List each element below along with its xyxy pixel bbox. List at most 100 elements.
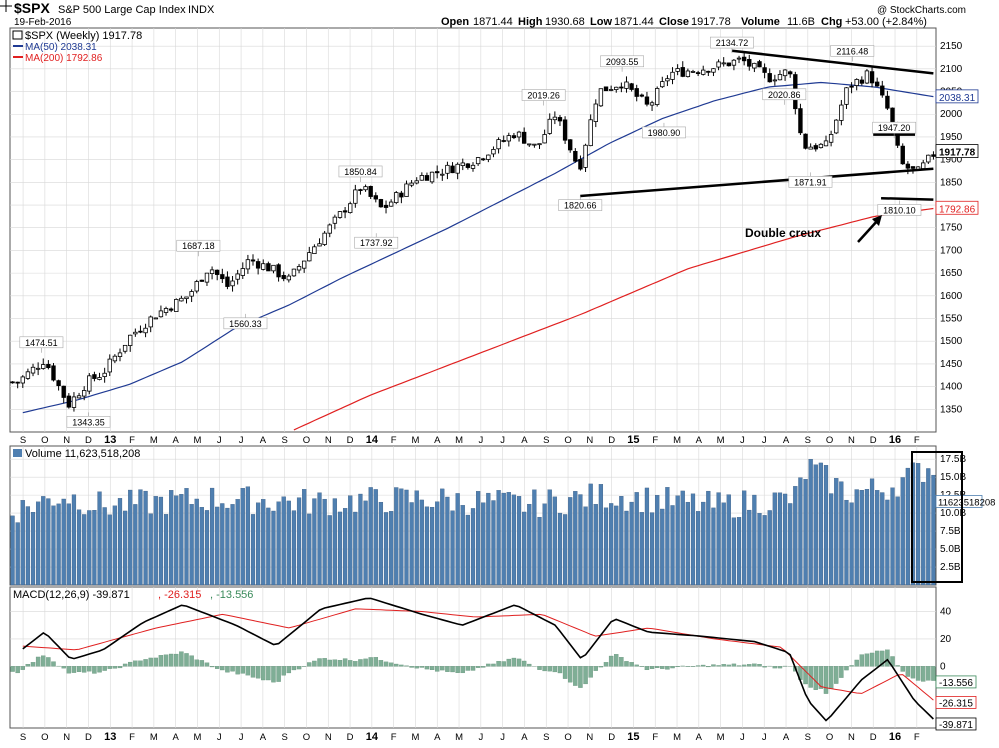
- volume-bar: [189, 504, 194, 586]
- x-tick-label: J: [478, 732, 483, 743]
- x-tick-label: M: [194, 435, 202, 446]
- volume-bar: [701, 501, 706, 586]
- candle-body: [235, 273, 240, 280]
- candle-body: [926, 154, 931, 163]
- volume-bar: [363, 500, 368, 586]
- candle-body: [532, 143, 537, 146]
- volume-bar: [429, 506, 435, 586]
- macd-hist-bar: [706, 666, 711, 668]
- candle-body: [460, 162, 465, 166]
- ma50-line: [22, 81, 934, 414]
- candle-body: [874, 81, 880, 87]
- candle-body: [429, 171, 435, 183]
- macd-hist-bar: [10, 666, 15, 672]
- macd-hist-bar: [874, 650, 880, 667]
- price-tick-label: 2000: [940, 109, 963, 120]
- macd-hist-bar: [307, 662, 312, 667]
- macd-hist-bar: [864, 653, 870, 667]
- volume-bar: [762, 515, 767, 586]
- volume-bar: [394, 487, 399, 586]
- volume-bar: [71, 494, 77, 586]
- candle-body: [910, 166, 916, 169]
- macd-hist-bar: [358, 659, 363, 667]
- candle-body: [312, 246, 317, 255]
- volume-bar: [767, 510, 772, 586]
- candle-body: [731, 59, 737, 66]
- candle-body: [250, 259, 256, 262]
- macd-hist-bar: [711, 664, 716, 667]
- price-tick-label: 1650: [940, 268, 963, 279]
- x-tick-label: S: [281, 732, 287, 743]
- candle-body: [854, 79, 859, 86]
- macd-hist-bar: [158, 655, 164, 667]
- macd-hist-bar: [163, 654, 169, 667]
- macd-hist-bar: [552, 666, 558, 673]
- macd-hist-bar: [588, 666, 593, 678]
- candle-body: [363, 186, 368, 191]
- macd-hist-bar: [823, 666, 829, 694]
- volume-bar: [869, 478, 875, 586]
- macd-hist-bar: [296, 666, 302, 670]
- candle-body: [706, 70, 711, 73]
- volume-bar: [435, 501, 440, 586]
- macd-hist-bar: [516, 658, 522, 667]
- macd-hist-bar: [603, 662, 609, 667]
- volume-bar: [619, 496, 624, 586]
- candle-body: [353, 189, 358, 204]
- volume-bar: [716, 492, 721, 586]
- candle-body: [337, 211, 343, 218]
- candle-body: [286, 275, 292, 281]
- macd-hist-bar: [670, 666, 675, 669]
- macd-hist-bar: [209, 666, 215, 668]
- x-tick-label: A: [521, 732, 528, 743]
- x-tick-label: A: [696, 732, 703, 743]
- macd-hist-bar: [434, 666, 440, 672]
- macd-hist-bar: [885, 649, 890, 667]
- x-tick-label: D: [347, 732, 354, 743]
- x-tick-label: N: [63, 732, 70, 743]
- price-legend-main: $SPX (Weekly) 1917.78: [25, 30, 142, 42]
- x-tick-label: 15: [627, 731, 639, 743]
- macd-hist-bar: [138, 660, 143, 667]
- volume-bar: [481, 502, 486, 586]
- macd-hist-bar: [363, 658, 368, 667]
- x-tick-label: F: [914, 435, 920, 446]
- macd-hist-bar: [614, 654, 619, 667]
- candle-body: [230, 280, 235, 287]
- volume-bar: [56, 503, 61, 586]
- x-tick-label: O: [303, 732, 310, 743]
- annotation-label: 1560.33: [229, 319, 262, 329]
- candle-body: [133, 331, 138, 335]
- x-tick-label: A: [434, 435, 441, 446]
- x-tick-label: A: [696, 435, 703, 446]
- candle-body: [721, 62, 726, 65]
- x-tick-label: D: [608, 435, 615, 446]
- macd-tag: -13.556: [939, 678, 973, 689]
- candle-body: [828, 134, 834, 143]
- macd-hist-bar: [153, 657, 159, 667]
- macd-hist-bar: [915, 666, 921, 681]
- candle-body: [798, 108, 803, 134]
- macd-hist-bar: [97, 666, 102, 673]
- volume-bar: [169, 490, 174, 586]
- candle-body: [782, 69, 788, 77]
- macd-hist-bar: [573, 666, 578, 686]
- volume-bar: [864, 489, 870, 586]
- trendline: [580, 167, 934, 198]
- macd-hist-bar: [46, 657, 51, 667]
- annotation-box: [354, 236, 399, 249]
- volume-bar: [506, 492, 511, 586]
- macd-hist-bar: [649, 666, 655, 669]
- macd-tag: -26.315: [939, 698, 973, 709]
- macd-hist-bar: [87, 666, 92, 672]
- candle-body: [281, 275, 286, 280]
- macd-hist-bar: [174, 653, 179, 667]
- candle-body: [56, 380, 61, 387]
- annotation-label: 2020.86: [768, 90, 801, 100]
- volume-bar: [726, 494, 731, 586]
- volume-bar: [793, 486, 798, 586]
- volume-bar: [522, 511, 527, 586]
- macd-hist-bar: [644, 666, 650, 671]
- macd-tag-box: [935, 675, 977, 689]
